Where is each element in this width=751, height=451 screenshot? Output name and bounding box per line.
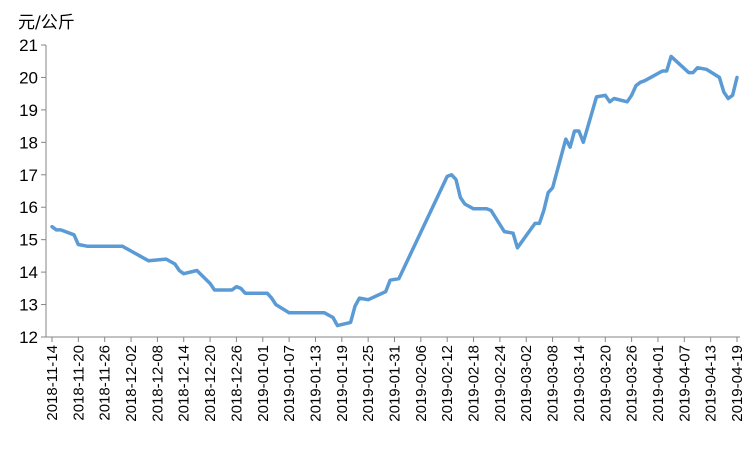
x-tick-label: 2019-01-19	[334, 345, 351, 422]
y-tick-label: 13	[19, 296, 38, 315]
x-tick-label: 2019-04-13	[703, 345, 720, 422]
x-tick-label: 2018-12-08	[149, 345, 166, 422]
y-tick-label: 19	[19, 101, 38, 120]
y-tick-label: 14	[19, 263, 38, 282]
x-tick-label: 2019-04-07	[676, 345, 693, 422]
series-line	[50, 54, 739, 328]
x-tick-label: 2018-12-02	[123, 345, 140, 422]
x-tick-label: 2018-12-14	[176, 345, 193, 422]
y-tick-label: 21	[19, 36, 38, 55]
x-tick-label: 2019-03-02	[518, 345, 535, 422]
x-tick-label: 2019-01-07	[281, 345, 298, 422]
x-tick-label: 2019-03-14	[571, 345, 588, 422]
x-tick-label: 2018-11-20	[70, 345, 87, 421]
x-tick-label: 2019-01-25	[360, 345, 377, 422]
x-tick-label: 2018-11-14	[44, 345, 61, 421]
x-tick-label: 2019-03-08	[545, 345, 562, 422]
x-tick-label: 2018-11-26	[97, 345, 114, 421]
x-tick-label: 2019-04-01	[650, 345, 667, 422]
x-tick-label: 2019-04-19	[729, 345, 746, 422]
y-tick-label: 20	[19, 68, 38, 87]
y-tick-label: 18	[19, 133, 38, 152]
y-tick-label: 15	[19, 231, 38, 250]
x-tick-label: 2019-02-12	[439, 345, 456, 422]
x-tick-label: 2019-01-13	[307, 345, 324, 422]
x-tick-label: 2019-01-01	[255, 345, 272, 422]
y-tick-label: 12	[19, 328, 38, 347]
series-layer	[50, 54, 739, 328]
x-tick-label: 2019-02-18	[466, 345, 483, 422]
unit-label: 元/公斤	[18, 13, 75, 33]
x-axis: 2018-11-14 2018-11-20 2018-11-26 2018-12-02…	[44, 336, 746, 422]
y-tick-label: 17	[19, 166, 38, 185]
y-axis: 12 13 14 15 16 17 18 19 20 21	[19, 36, 47, 347]
x-tick-label: 2018-12-20	[202, 345, 219, 422]
x-tick-label: 2018-12-26	[228, 345, 245, 422]
x-tick-label: 2019-03-20	[597, 345, 614, 422]
x-tick-label: 2019-02-06	[413, 345, 430, 422]
y-tick-label: 16	[19, 198, 38, 217]
x-tick-label: 2019-03-26	[624, 345, 641, 422]
x-tick-label: 2019-02-24	[492, 345, 509, 422]
x-tick-label: 2019-01-31	[387, 345, 404, 422]
